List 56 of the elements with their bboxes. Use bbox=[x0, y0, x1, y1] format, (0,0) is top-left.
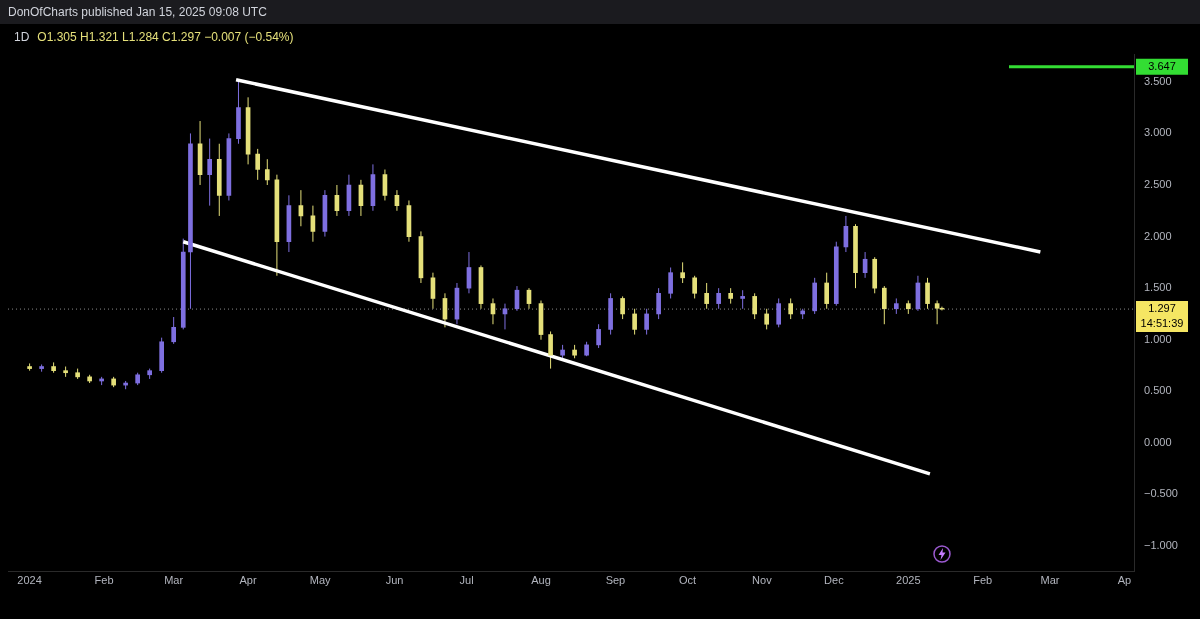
candlestick bbox=[824, 272, 830, 310]
x-tick-label: Jul bbox=[459, 574, 474, 587]
candlestick bbox=[644, 308, 649, 336]
text: DonOfCharts published Jan 15, 2025 09:08 UTC bbox=[0, 0, 1200, 24]
y-tick-label: 1.000 bbox=[1144, 332, 1172, 345]
candlestick bbox=[776, 297, 781, 328]
x-tick-label: Apr bbox=[239, 574, 257, 587]
x-tick-label: Mar bbox=[1040, 574, 1060, 587]
y-tick-label: 0.000 bbox=[1144, 435, 1172, 448]
candlestick bbox=[934, 300, 940, 325]
x-tick-label: Oct bbox=[678, 574, 696, 587]
candlestick bbox=[692, 275, 697, 299]
candlestick bbox=[881, 285, 887, 325]
candlestick bbox=[668, 267, 673, 299]
candlestick bbox=[764, 308, 769, 330]
y-tick-label: −1.000 bbox=[1144, 539, 1178, 552]
x-tick-label: Dec bbox=[824, 574, 845, 587]
x-tick-label: Feb bbox=[973, 574, 993, 587]
x-tick-label: Nov bbox=[752, 574, 773, 587]
x-tick-label: May bbox=[309, 574, 331, 587]
candlestick bbox=[680, 261, 685, 284]
x-tick-label: Sep bbox=[605, 574, 626, 587]
y-tick-label: 3.000 bbox=[1144, 126, 1172, 139]
y-tick-label: 0.500 bbox=[1144, 384, 1172, 397]
candlestick bbox=[548, 330, 553, 370]
candlestick bbox=[656, 287, 661, 320]
candlestick bbox=[620, 295, 625, 320]
x-tick-label: Feb bbox=[94, 574, 114, 587]
x-tick-label: 2024 bbox=[17, 574, 42, 587]
candlestick bbox=[788, 297, 794, 320]
candlestick bbox=[171, 316, 176, 345]
y-tick-label: −0.500 bbox=[1144, 487, 1178, 500]
candlestick bbox=[716, 287, 721, 310]
ref-line-label: 3.647 bbox=[1148, 59, 1176, 72]
y-tick-label: 3.500 bbox=[1144, 74, 1172, 87]
candlestick bbox=[740, 289, 745, 310]
text: 14:51:39 bbox=[1140, 317, 1184, 330]
candlestick bbox=[264, 158, 270, 186]
candlestick bbox=[207, 138, 212, 207]
x-tick-label: Ap bbox=[1117, 574, 1132, 587]
x-tick-label: Jun bbox=[385, 574, 404, 587]
x-tick-label: 2025 bbox=[896, 574, 921, 587]
candlestick bbox=[632, 308, 637, 336]
candlestick bbox=[704, 282, 709, 310]
ref-line-label: 1.297 bbox=[1148, 302, 1176, 315]
candlestick bbox=[255, 148, 261, 181]
candlestick bbox=[752, 292, 757, 320]
x-tick-label: Mar bbox=[164, 574, 184, 587]
candlestick bbox=[596, 323, 601, 349]
chart-subtitle: O1.305 H1.321 L1.284 C1.297 −0.007 (−0.54%) bbox=[37, 30, 294, 44]
x-tick-label: Aug bbox=[531, 574, 551, 587]
y-tick-label: 2.000 bbox=[1144, 229, 1172, 242]
y-tick-label: 2.500 bbox=[1144, 178, 1172, 191]
y-tick-label: 1.500 bbox=[1144, 281, 1172, 294]
chart-title: 1D bbox=[14, 30, 30, 44]
candlestick bbox=[925, 277, 930, 310]
